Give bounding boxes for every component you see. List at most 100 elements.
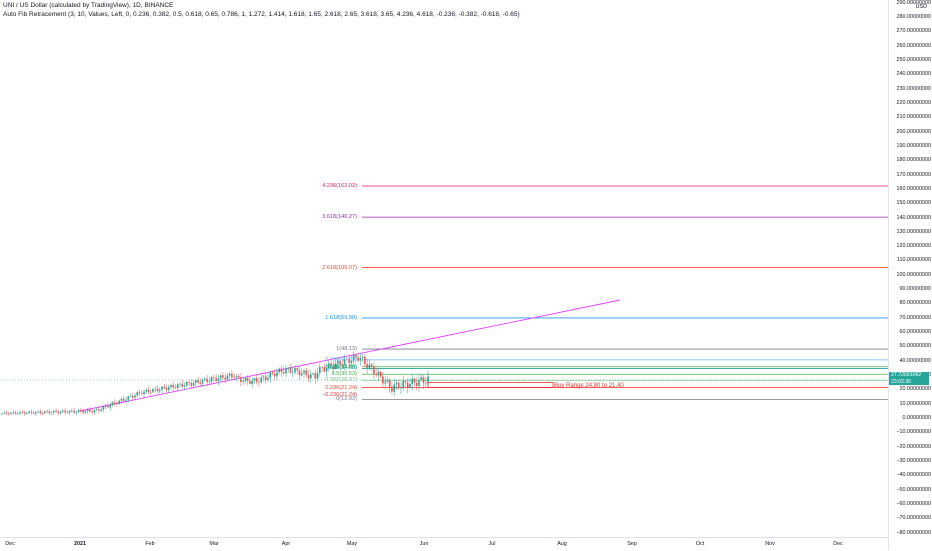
candlestick	[300, 368, 303, 377]
candlestick	[84, 409, 87, 415]
candlestick	[64, 407, 66, 415]
candlestick	[361, 354, 364, 363]
price-chart[interactable]	[0, 0, 888, 537]
candlestick	[409, 377, 411, 389]
candlestick	[298, 365, 301, 380]
candlestick	[251, 377, 253, 389]
candlestick	[25, 412, 28, 416]
fib-level-label: 4.236(162.02)	[322, 182, 357, 189]
price-tick-label: 170.00000000	[896, 171, 931, 178]
buy-range-box[interactable]	[427, 382, 554, 388]
candlestick	[262, 374, 265, 382]
candlestick	[285, 365, 287, 378]
candlestick	[413, 377, 416, 387]
candlestick	[260, 374, 263, 384]
candlestick	[219, 374, 222, 381]
candlestick	[228, 372, 231, 380]
candlestick	[222, 372, 224, 381]
candlestick	[377, 367, 380, 382]
candlestick	[235, 373, 238, 382]
candlestick	[1, 412, 3, 416]
candlestick	[379, 371, 382, 379]
price-tick-label: 140.00000000	[896, 214, 931, 221]
candlestick	[370, 362, 373, 372]
time-tick-label: Jun	[419, 541, 429, 547]
candlestick	[57, 409, 60, 416]
candlestick	[384, 375, 386, 389]
candlestick	[231, 370, 233, 380]
price-tick-label: 230.00000000	[896, 85, 931, 92]
time-tick-label: Feb	[145, 541, 155, 547]
candlestick	[66, 410, 69, 414]
candlestick	[107, 403, 109, 409]
price-tick-label: 40.00000000	[899, 357, 931, 364]
price-tick-label: 90.00000000	[899, 286, 931, 293]
price-tick-label: 220.00000000	[896, 99, 931, 106]
candlestick	[62, 408, 64, 414]
candlestick	[269, 370, 272, 383]
fib-level-label: 2.618(105.07)	[322, 264, 357, 271]
candlestick	[122, 395, 125, 403]
candlestick	[339, 357, 341, 369]
candlestick	[77, 408, 80, 414]
candlestick	[23, 410, 26, 416]
price-tick-label: 60.00000000	[899, 329, 931, 336]
candlestick	[188, 379, 190, 387]
time-tick-label: Sep	[627, 541, 637, 547]
trend-line[interactable]	[79, 299, 621, 412]
price-tick-label: 250.00000000	[896, 57, 931, 63]
candlestick	[104, 403, 107, 409]
candlestick	[264, 372, 267, 384]
candlestick	[255, 374, 258, 385]
candlestick	[82, 408, 84, 415]
candlestick	[289, 363, 292, 375]
candlestick	[418, 373, 420, 392]
candlestick	[149, 389, 152, 396]
candlestick	[346, 357, 348, 361]
candlestick	[125, 397, 127, 404]
candlestick	[98, 406, 100, 414]
candlestick	[120, 396, 123, 404]
price-tick-label: 200.00000000	[896, 128, 931, 135]
time-tick-label: Jul	[488, 541, 496, 547]
candlestick	[53, 409, 55, 415]
candlestick	[280, 365, 283, 377]
indicator-legend[interactable]: Auto Fib Retracement (3, 10, Values, Lef…	[3, 10, 520, 18]
time-tick-label: May	[346, 541, 358, 547]
candlestick	[406, 378, 409, 394]
candlestick	[28, 410, 30, 415]
price-tick-label: 130.00000000	[896, 228, 931, 235]
candlestick	[210, 375, 213, 385]
fib-level-label: 0.65(35.80)	[328, 363, 357, 370]
candlestick	[152, 387, 154, 394]
candlestick	[80, 407, 82, 414]
candlesticks	[1, 351, 429, 416]
symbol-title[interactable]: UNI / US Dollar (calculated by TradingVi…	[3, 2, 174, 9]
candlestick	[366, 358, 368, 374]
price-tick-label: 20.00000000	[899, 386, 931, 393]
candlestick	[35, 411, 37, 416]
candlestick	[113, 399, 116, 406]
candlestick	[373, 362, 375, 379]
current-price-badge: 27.72691062 23:02:36	[889, 372, 929, 386]
fib-level-label: 0.236(21.24)	[325, 384, 357, 391]
candlestick	[46, 409, 48, 415]
price-tick-label: 120.00000000	[896, 243, 931, 250]
price-tick-label: 110.00000000	[896, 257, 931, 264]
time-axis[interactable]: Dec 2021 Feb Mar Apr May Jun Jul Aug Sep Oct Nov Dec	[0, 537, 888, 551]
candlestick	[364, 354, 366, 367]
candlestick	[337, 358, 339, 369]
price-axis[interactable]: USD 290.00000000 280.00000000 270.00000000…	[888, 0, 932, 550]
candlestick	[68, 409, 71, 416]
candlestick	[197, 376, 199, 385]
time-tick-label: Dec	[833, 541, 843, 547]
candlestick	[30, 409, 33, 415]
candlestick	[93, 409, 96, 415]
fib-level-label: 1.618(69.88)	[325, 314, 357, 321]
candlestick	[48, 409, 51, 415]
candlestick	[249, 376, 251, 385]
time-tick-label: Apr	[281, 541, 291, 547]
candlestick	[44, 410, 46, 414]
candlestick	[170, 383, 172, 390]
candlestick	[400, 381, 402, 395]
